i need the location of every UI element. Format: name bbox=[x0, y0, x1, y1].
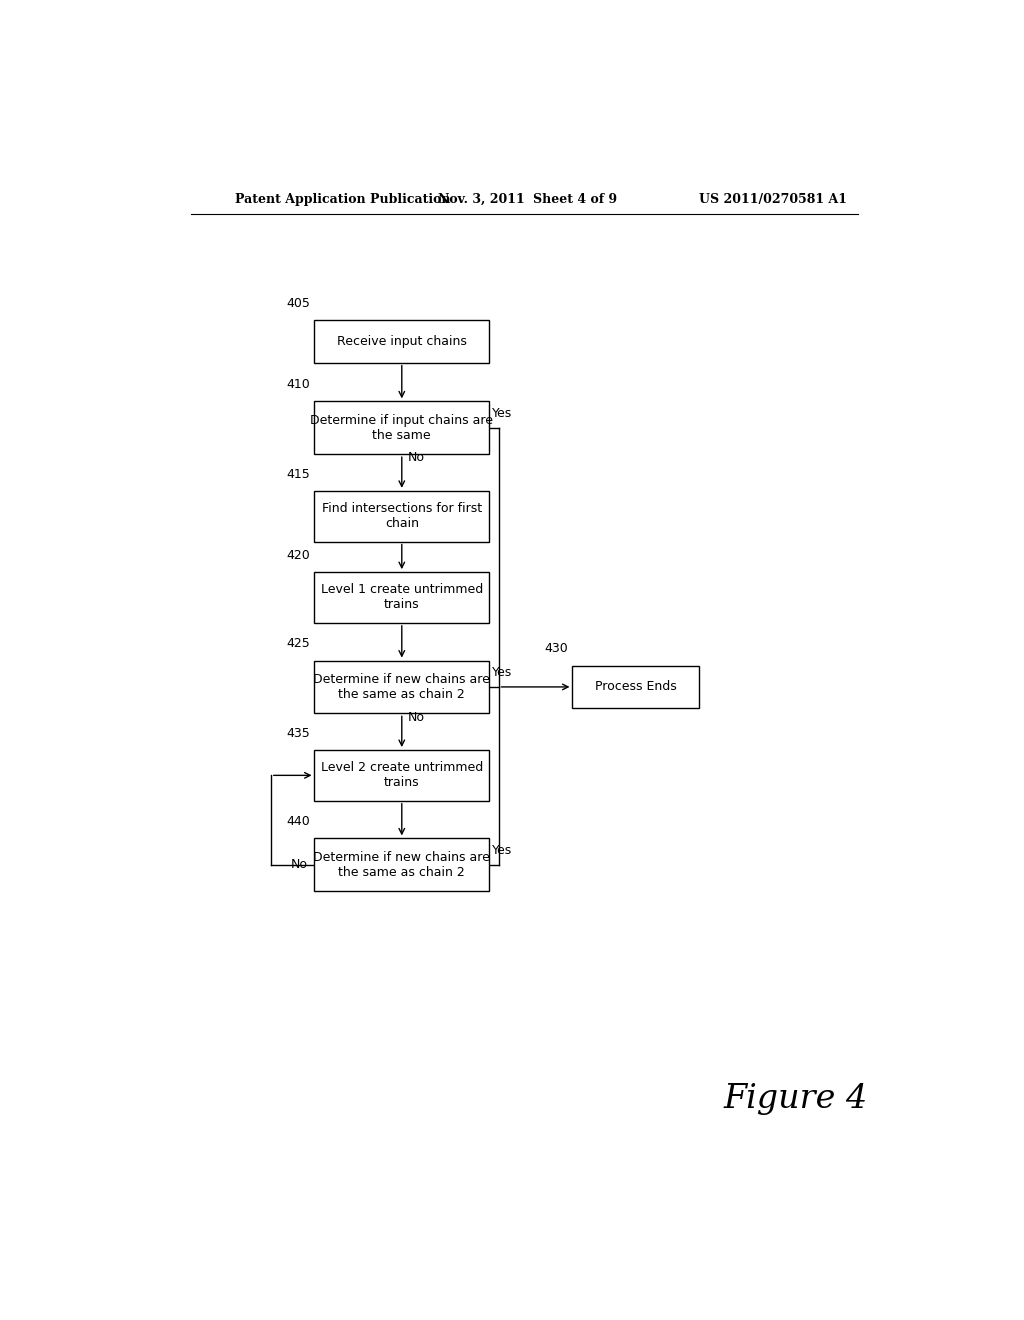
Text: 415: 415 bbox=[287, 467, 310, 480]
Text: 410: 410 bbox=[287, 378, 310, 391]
Text: Level 1 create untrimmed
trains: Level 1 create untrimmed trains bbox=[321, 583, 483, 611]
FancyBboxPatch shape bbox=[314, 838, 489, 891]
FancyBboxPatch shape bbox=[572, 665, 699, 709]
Text: Determine if input chains are
the same: Determine if input chains are the same bbox=[310, 413, 494, 442]
Text: Yes: Yes bbox=[492, 665, 512, 678]
FancyBboxPatch shape bbox=[314, 750, 489, 801]
Text: 430: 430 bbox=[545, 643, 568, 656]
FancyBboxPatch shape bbox=[314, 491, 489, 541]
Text: Process Ends: Process Ends bbox=[595, 680, 677, 693]
Text: 405: 405 bbox=[287, 297, 310, 310]
FancyBboxPatch shape bbox=[314, 660, 489, 713]
Text: Nov. 3, 2011: Nov. 3, 2011 bbox=[437, 193, 524, 206]
Text: 425: 425 bbox=[287, 638, 310, 651]
FancyBboxPatch shape bbox=[314, 319, 489, 363]
Text: Yes: Yes bbox=[492, 407, 512, 420]
Text: No: No bbox=[291, 858, 308, 871]
Text: Determine if new chains are
the same as chain 2: Determine if new chains are the same as … bbox=[313, 673, 490, 701]
Text: Sheet 4 of 9: Sheet 4 of 9 bbox=[532, 193, 616, 206]
Text: 420: 420 bbox=[287, 549, 310, 562]
Text: No: No bbox=[409, 451, 425, 465]
Text: 440: 440 bbox=[287, 816, 310, 828]
Text: Figure 4: Figure 4 bbox=[723, 1082, 867, 1114]
Text: 435: 435 bbox=[287, 727, 310, 739]
Text: Level 2 create untrimmed
trains: Level 2 create untrimmed trains bbox=[321, 762, 483, 789]
Text: Determine if new chains are
the same as chain 2: Determine if new chains are the same as … bbox=[313, 851, 490, 879]
Text: Receive input chains: Receive input chains bbox=[337, 335, 467, 348]
FancyBboxPatch shape bbox=[314, 401, 489, 454]
Text: No: No bbox=[409, 710, 425, 723]
Text: Patent Application Publication: Patent Application Publication bbox=[236, 193, 451, 206]
Text: Find intersections for first
chain: Find intersections for first chain bbox=[322, 502, 482, 531]
FancyBboxPatch shape bbox=[314, 572, 489, 623]
Text: Yes: Yes bbox=[492, 843, 512, 857]
Text: US 2011/0270581 A1: US 2011/0270581 A1 bbox=[699, 193, 848, 206]
